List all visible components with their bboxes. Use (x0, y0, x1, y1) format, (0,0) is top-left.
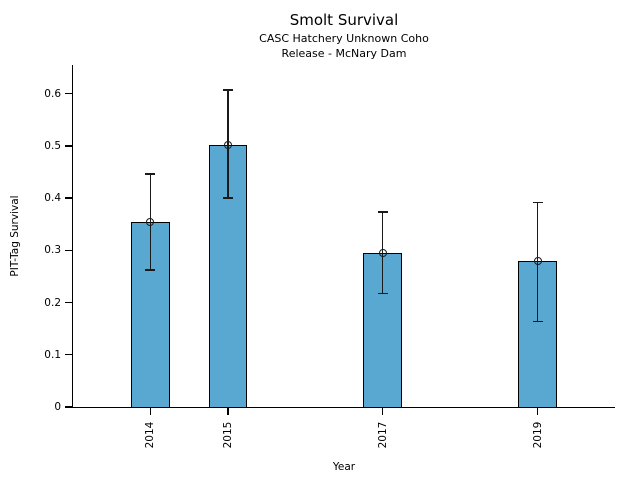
error-bar-cap-bottom (222, 197, 233, 199)
x-tick-mark (149, 408, 152, 416)
y-tick-mark (65, 93, 72, 95)
mean-marker (378, 249, 387, 258)
x-axis-label: Year (332, 461, 356, 473)
chart-title: Smolt Survival (289, 11, 399, 29)
y-tick-label: 0.5 (44, 139, 61, 152)
error-bar-cap-top (377, 211, 388, 213)
error-bar-cap-bottom (377, 292, 388, 295)
mean-marker (533, 257, 542, 266)
x-tick-label: 2019 (531, 421, 544, 449)
x-axis-spine (71, 407, 615, 409)
mean-marker (223, 140, 232, 149)
y-tick-mark (65, 249, 72, 252)
y-tick-label: 0.6 (44, 87, 61, 100)
x-tick-mark (536, 408, 539, 416)
mean-marker (146, 217, 155, 226)
y-tick-mark (65, 197, 72, 199)
error-bar-cap-bottom (532, 320, 543, 323)
error-bar-cap-top (222, 89, 233, 91)
y-tick-label: 0 (54, 401, 61, 413)
y-tick-mark (65, 354, 72, 356)
y-tick-label: 0.2 (44, 296, 61, 309)
x-tick-label: 2015 (221, 421, 234, 449)
y-tick-mark (65, 145, 72, 147)
y-axis-label: PIT-Tag Survival (9, 195, 21, 277)
y-tick-mark (65, 301, 72, 304)
y-tick-mark (65, 406, 72, 408)
error-bar-cap-top (145, 173, 156, 175)
y-axis-spine (71, 65, 73, 409)
x-tick-mark (227, 408, 229, 416)
chart-subtitle-line1: CASC Hatchery Unknown Coho (259, 32, 429, 45)
y-tick-label: 0.3 (44, 244, 61, 257)
y-tick-label: 0.1 (44, 348, 61, 361)
error-bar-cap-top (532, 201, 543, 204)
x-tick-mark (382, 408, 384, 416)
y-tick-label: 0.4 (44, 192, 61, 205)
x-tick-label: 2017 (376, 421, 389, 449)
error-bar-cap-bottom (145, 269, 156, 271)
chart-subtitle-line2: Release - McNary Dam (281, 47, 407, 60)
x-tick-label: 2014 (144, 421, 157, 449)
